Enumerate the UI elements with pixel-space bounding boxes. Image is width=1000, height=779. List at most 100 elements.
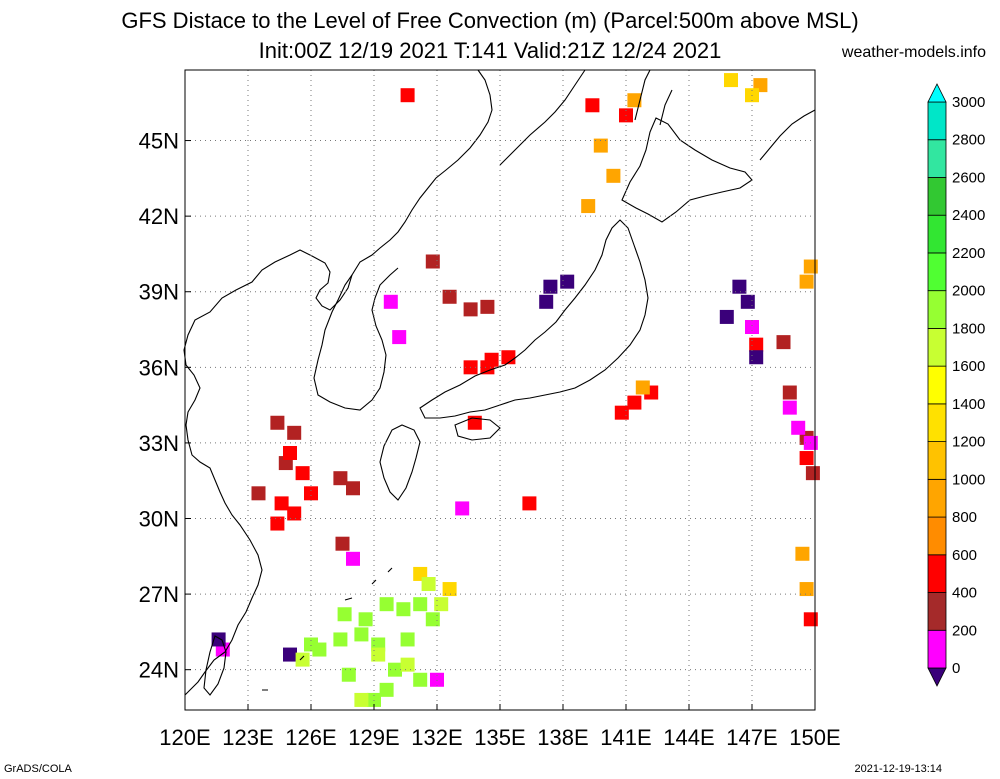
lime-area-cell <box>295 652 310 667</box>
magenta-area-cell <box>782 400 797 415</box>
colorbar-segment <box>927 290 947 329</box>
footer-credit: GrADS/COLA <box>4 763 72 775</box>
colorbar-segment <box>927 365 947 405</box>
orange-area-cell <box>795 546 810 561</box>
grid-layer <box>185 70 815 710</box>
dark-red-area-cell <box>333 471 348 486</box>
purple-area-cell <box>283 647 297 662</box>
colorbar-segment <box>927 592 947 631</box>
red-area-cell <box>295 466 310 481</box>
green-area-cell <box>358 612 373 627</box>
coastline-korea <box>313 267 399 411</box>
colorbar-label: 1600 <box>952 358 985 375</box>
green-area-cell <box>304 637 318 652</box>
orange-area-cell <box>799 582 814 597</box>
purple-area-cell <box>560 274 575 289</box>
colorbar-label: 1400 <box>952 396 985 413</box>
orange-area-cell <box>606 168 621 183</box>
green-area-cell <box>354 627 369 642</box>
lon-tick-label: 147E <box>726 725 777 750</box>
colorbar-segment <box>927 478 947 518</box>
lon-tick-label: 150E <box>789 725 840 750</box>
colorbar-segment <box>927 177 947 216</box>
lon-tick-label: 123E <box>222 725 273 750</box>
magenta-area-cell <box>383 294 398 309</box>
map-title: GFS Distace to the Level of Free Convect… <box>121 8 859 33</box>
colorbar-label: 2200 <box>952 245 985 262</box>
green-area-cell <box>379 682 394 697</box>
green-area-cell <box>379 597 394 612</box>
coastline-ryukyu <box>262 567 393 691</box>
dark-red-area-cell <box>251 486 266 501</box>
field-layer <box>211 73 820 707</box>
dark-red-area-cell <box>335 536 350 551</box>
magenta-area-cell <box>430 672 444 687</box>
coastline-hokkaido <box>621 117 753 223</box>
red-area-cell <box>467 415 482 430</box>
red-area-cell <box>522 496 537 511</box>
colorbar-segment <box>927 327 947 367</box>
coastline-layer <box>183 69 816 696</box>
red-area-cell <box>627 395 642 410</box>
lon-tick-label: 129E <box>348 725 399 750</box>
purple-area-cell <box>740 294 755 309</box>
lat-tick-label: 42N <box>139 204 179 229</box>
dark-red-area-cell <box>442 289 457 304</box>
green-area-cell <box>337 607 352 622</box>
coastline-sakhalin <box>634 69 673 126</box>
red-area-cell <box>803 612 818 627</box>
lon-tick-label: 120E <box>159 725 210 750</box>
coastline-kurils <box>759 109 816 161</box>
colorbar-segment <box>927 629 947 669</box>
lime-area-cell <box>354 692 369 707</box>
colorbar-max-arrow <box>927 83 947 103</box>
colorbar: 0 200 400 600 800 1000 1200 1400 1600 1800 2000 220… <box>927 83 985 687</box>
lat-tick-label: 39N <box>139 280 179 305</box>
footer-timestamp: 2021-12-19-13:14 <box>854 763 942 775</box>
colorbar-segment <box>927 516 947 556</box>
purple-area-cell <box>543 279 558 294</box>
yellow-area-cell <box>724 73 738 88</box>
colorbar-label: 2600 <box>952 169 985 186</box>
green-area-cell <box>341 667 356 682</box>
colorbar-label: 3000 <box>952 94 985 111</box>
lat-tick-label: 30N <box>139 507 179 532</box>
colorbar-label: 1200 <box>952 434 985 451</box>
red-area-cell <box>283 445 297 460</box>
red-area-cell <box>274 496 289 511</box>
dark-red-area-cell <box>782 385 797 400</box>
red-area-cell <box>614 405 629 420</box>
colorbar-label: 2000 <box>952 283 985 300</box>
lon-tick-label: 132E <box>411 725 462 750</box>
lon-tick-label: 138E <box>537 725 588 750</box>
colorbar-segment <box>927 403 947 443</box>
map-subtitle: Init:00Z 12/19 2021 T:141 Valid:21Z 12/2… <box>258 38 722 63</box>
colorbar-label: 2800 <box>952 132 985 149</box>
colorbar-segment <box>927 101 947 141</box>
purple-area-cell <box>539 294 554 309</box>
coastline-kyushu <box>379 424 421 501</box>
lat-tick-label: 33N <box>139 431 179 456</box>
colorbar-label: 1800 <box>952 320 985 337</box>
dark-red-area-cell <box>776 335 791 350</box>
red-area-cell <box>585 98 600 113</box>
coastline-shikoku <box>454 417 501 441</box>
red-area-cell <box>287 506 302 521</box>
colorbar-label: 1000 <box>952 471 985 488</box>
coastline-taiwan <box>203 635 227 696</box>
red-area-cell <box>799 451 814 466</box>
lon-tick-label: 126E <box>285 725 336 750</box>
colorbar-segment <box>927 139 947 178</box>
green-area-cell <box>333 632 348 647</box>
orange-area-cell <box>635 380 650 395</box>
magenta-area-cell <box>346 551 360 566</box>
green-area-cell <box>367 692 381 707</box>
colorbar-label: 200 <box>952 622 977 639</box>
colorbar-label: 2400 <box>952 207 985 224</box>
colorbar-segment <box>927 214 947 254</box>
lime-area-cell <box>400 657 415 672</box>
lat-tick-label: 24N <box>139 658 179 683</box>
axis-ticks: 120E 123E 126E 129E 132E 135E 138E 141E 144E 147E… <box>139 129 841 750</box>
lat-tick-label: 45N <box>139 129 179 154</box>
